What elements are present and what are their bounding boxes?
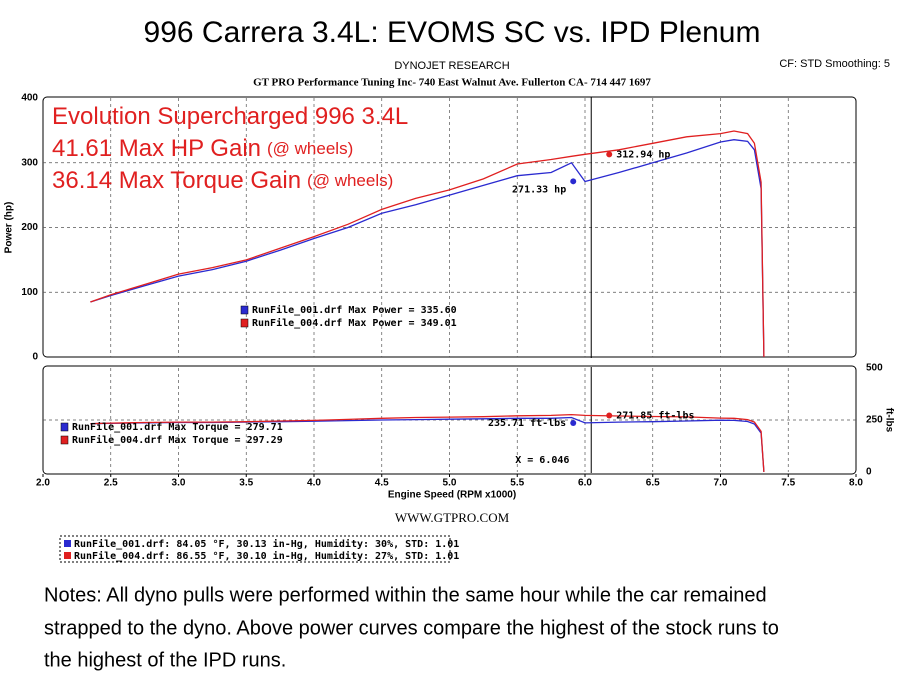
- x-tick-label: 2.0: [36, 478, 50, 489]
- annotation-text: 36.14 Max Torque Gain: [52, 167, 301, 194]
- x-axis-label: Engine Speed (RPM x1000): [388, 490, 516, 501]
- cursor-label: 235.71 ft-lbs: [488, 418, 566, 429]
- y-tick-label: 0: [32, 352, 38, 363]
- x-tick-label: 2.5: [104, 478, 118, 489]
- x-tick-label: 4.0: [307, 478, 321, 489]
- notes-line: strapped to the dyno. Above power curves…: [44, 617, 779, 639]
- annotation: Evolution Supercharged 996 3.4L: [52, 103, 408, 130]
- annotation-note: (@ wheels): [307, 171, 393, 190]
- x-tick-label: 5.0: [443, 478, 457, 489]
- x-tick-label: 4.5: [375, 478, 389, 489]
- legend-swatch: [240, 305, 249, 315]
- y-axis-label: Power (hp): [4, 202, 15, 254]
- x-tick-label: 6.0: [578, 478, 592, 489]
- cursor-label: 312.94 hp: [616, 149, 670, 160]
- notes-line: the highest of the IPD runs.: [44, 649, 286, 671]
- y-tick-label: 250: [866, 415, 883, 426]
- legend-swatch: [240, 318, 249, 328]
- legend-swatch: [60, 435, 69, 445]
- annotation-note: (@ wheels): [267, 139, 353, 158]
- annotation: 41.61 Max HP Gain (@ wheels): [52, 135, 353, 162]
- source: DYNOJET RESEARCH: [394, 60, 509, 72]
- series-line: [90, 139, 765, 358]
- y-tick-label: 500: [866, 363, 883, 374]
- legend-swatch: [60, 422, 69, 432]
- legend-label: RunFile_001.drf Max Torque = 279.71: [72, 421, 283, 433]
- y-axis-label: ft-lbs: [883, 408, 894, 433]
- run-info-swatch: [64, 552, 71, 559]
- series-line: [90, 130, 765, 358]
- run-info: RunFile_004.drf: 86.55 °F, 30.10 in-Hg, …: [74, 550, 459, 562]
- y-tick-label: 0: [866, 467, 872, 478]
- shop: GT PRO Performance Tuning Inc- 740 East …: [253, 77, 651, 89]
- cursor-x-label: X = 6.046: [515, 455, 569, 466]
- legend-label: RunFile_001.drf Max Power = 335.60: [252, 304, 457, 316]
- annotation-text: Evolution Supercharged 996 3.4L: [52, 103, 408, 130]
- x-tick-label: 8.0: [849, 478, 863, 489]
- run-info-swatch: [64, 540, 71, 547]
- x-tick-label: 3.5: [239, 478, 253, 489]
- y-tick-label: 100: [21, 287, 38, 298]
- settings: CF: STD Smoothing: 5: [779, 58, 890, 70]
- y-tick-label: 300: [21, 157, 38, 168]
- cursor-point: [606, 412, 613, 419]
- annotation-text: 41.61 Max HP Gain: [52, 135, 261, 162]
- x-tick-label: 7.5: [781, 478, 795, 489]
- x-tick-label: 3.0: [172, 478, 186, 489]
- notes-line: Notes: All dyno pulls were performed wit…: [44, 584, 767, 606]
- cursor-point: [606, 151, 613, 158]
- cursor-label: 271.33 hp: [512, 184, 566, 195]
- annotation: 36.14 Max Torque Gain (@ wheels): [52, 167, 393, 194]
- legend-label: RunFile_004.drf Max Torque = 297.29: [72, 434, 283, 446]
- url: WWW.GTPRO.COM: [395, 510, 510, 525]
- legend-label: RunFile_004.drf Max Power = 349.01: [252, 317, 457, 329]
- run-info: RunFile_001.drf: 84.05 °F, 30.13 in-Hg, …: [74, 538, 459, 550]
- x-tick-label: 6.5: [646, 478, 660, 489]
- x-tick-label: 7.0: [714, 478, 728, 489]
- cursor-label: 271.85 ft-lbs: [616, 410, 694, 421]
- x-tick-label: 5.5: [510, 478, 524, 489]
- y-tick-label: 400: [21, 93, 38, 104]
- y-tick-label: 200: [21, 222, 38, 233]
- series-line: [90, 413, 765, 473]
- page-title: 996 Carrera 3.4L: EVOMS SC vs. IPD Plenu…: [144, 16, 761, 49]
- cursor-point: [570, 178, 577, 185]
- cursor-point: [570, 419, 577, 426]
